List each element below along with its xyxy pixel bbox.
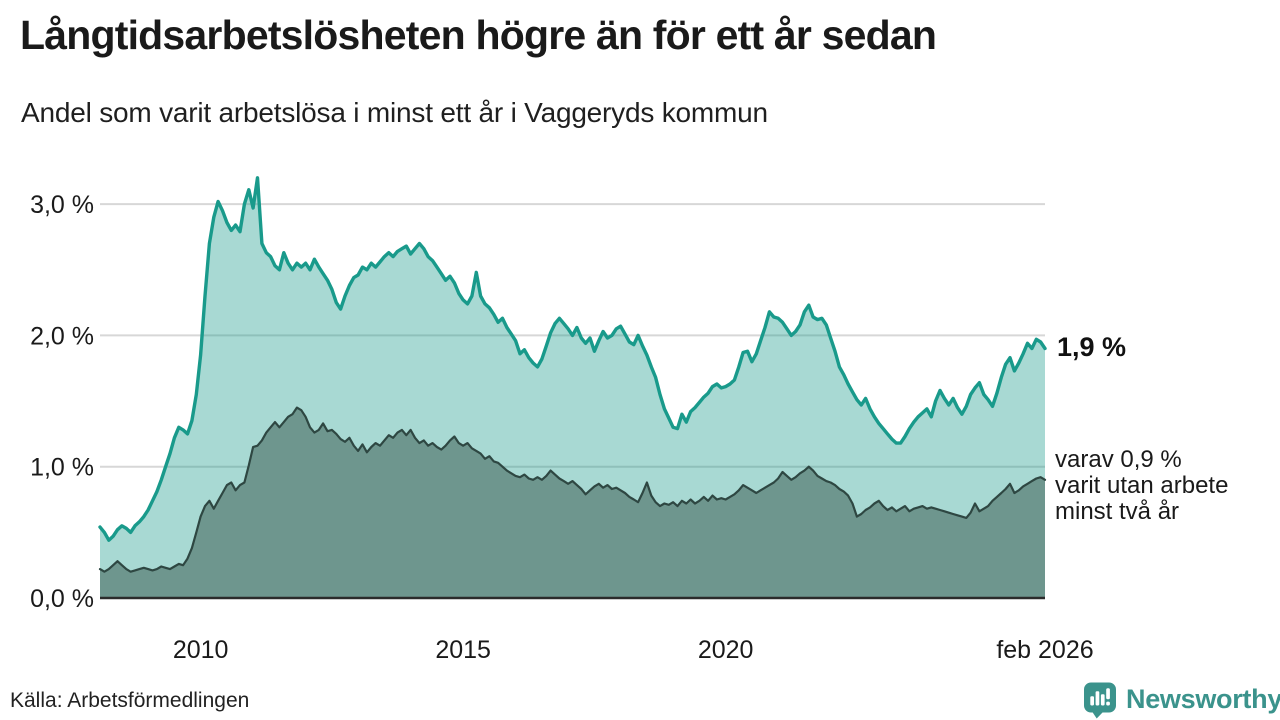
secondary-annotation-line2: varit utan arbete <box>1055 472 1229 499</box>
area-unemployed-2yr <box>100 407 1045 598</box>
line-unemployed-1yr <box>98 176 1047 542</box>
y-axis-label: 1,0 % <box>30 454 94 482</box>
line-unemployed-2yr <box>98 406 1047 573</box>
newsworthy-icon <box>1084 682 1116 719</box>
page-title: Långtidsarbetslösheten högre än för ett … <box>20 12 937 58</box>
y-axis-label: 2,0 % <box>30 322 94 350</box>
y-axis-label: 3,0 % <box>30 191 94 219</box>
latest-value-label: 1,9 % <box>1057 332 1127 362</box>
x-axis-label: feb 2026 <box>996 636 1093 664</box>
newsworthy-wordmark: Newsworthy <box>1126 684 1280 714</box>
x-axis-label: 2020 <box>698 636 754 664</box>
secondary-annotation-line3: minst två år <box>1055 498 1180 525</box>
source-text: Källa: Arbetsförmedlingen <box>10 689 250 712</box>
newsworthy-logo[interactable]: Newsworthy <box>1083 682 1280 719</box>
secondary-annotation: varav 0,9 % varit utan arbete minst två … <box>1055 447 1228 525</box>
y-axis-label: 0,0 % <box>30 585 94 613</box>
secondary-annotation-line1: varav 0,9 % <box>1055 446 1182 473</box>
x-axis-label: 2015 <box>435 636 491 664</box>
page-subtitle: Andel som varit arbetslösa i minst ett å… <box>21 97 768 128</box>
x-axis-label: 2010 <box>173 636 229 664</box>
